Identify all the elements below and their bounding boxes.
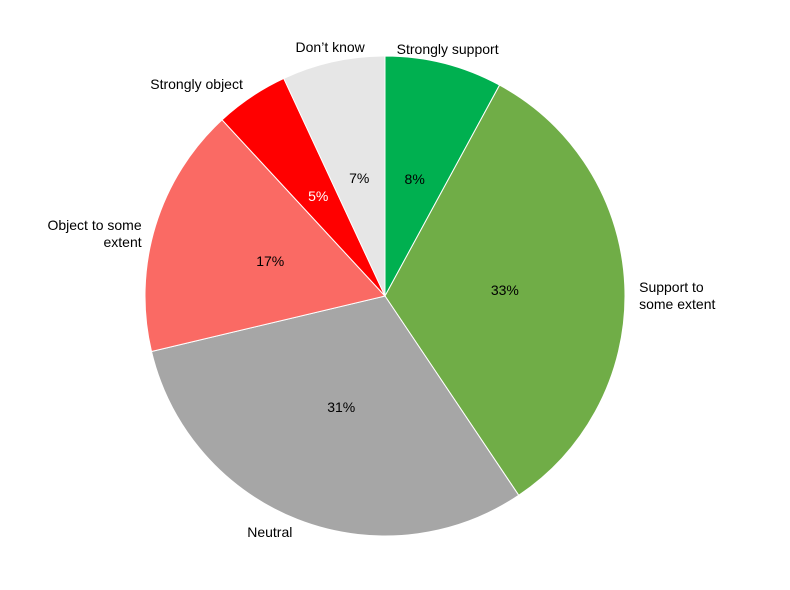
value-label: 17% [256, 252, 285, 269]
category-label: Don’t know [295, 39, 365, 56]
pie-slice [384, 84, 626, 496]
value-label: 31% [327, 399, 356, 416]
pie-slice [283, 55, 386, 297]
pie-slice [150, 295, 520, 537]
value-label: 33% [490, 281, 519, 298]
value-label: 8% [404, 171, 425, 188]
category-label: Neutral [247, 524, 293, 541]
category-label: Support to some extent [639, 279, 716, 313]
value-label: 5% [308, 187, 329, 204]
value-label: 7% [349, 170, 370, 187]
pie-slice [144, 119, 386, 353]
category-label: Strongly object [150, 76, 243, 93]
category-label: Object to some extent [47, 216, 142, 250]
category-label: Strongly support [396, 40, 499, 57]
pie-slice [384, 55, 501, 297]
